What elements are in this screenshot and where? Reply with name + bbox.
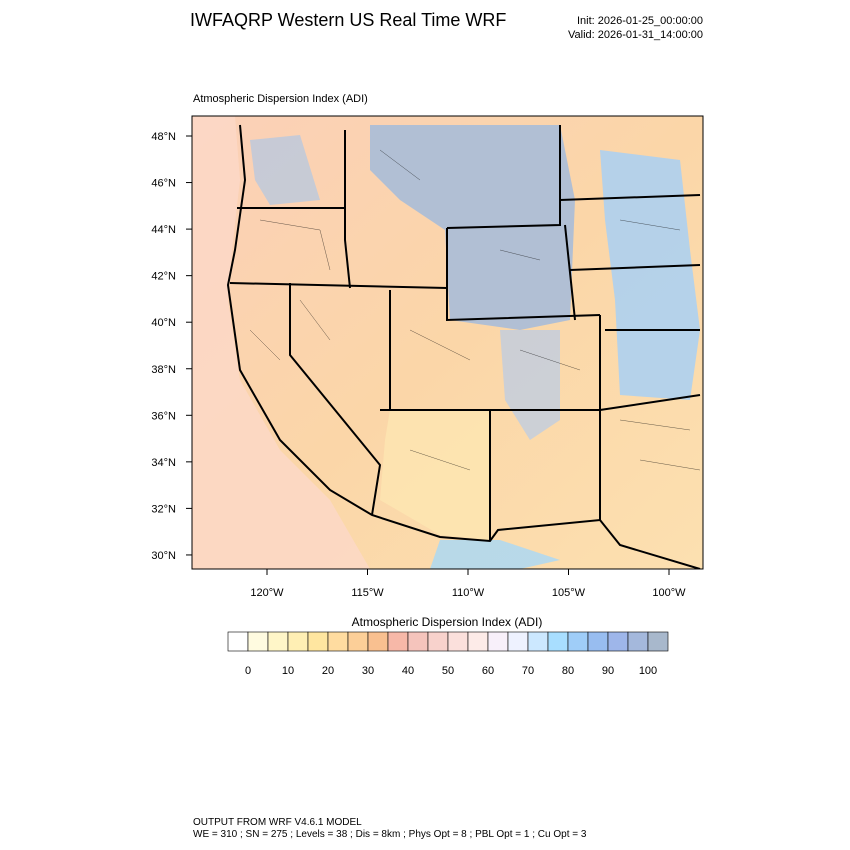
- colorbar-swatch: [327, 631, 349, 652]
- colorbar-swatch: [507, 631, 529, 652]
- colorbar-swatch: [307, 631, 329, 652]
- colorbar-swatch: [267, 631, 289, 652]
- colorbar-swatch: [647, 631, 669, 652]
- blue-area: [430, 540, 560, 569]
- yellow-area: [380, 410, 490, 540]
- lat-label: 30°N: [151, 550, 176, 562]
- colorbar-tick-label: 90: [602, 665, 614, 677]
- blue-area: [600, 150, 700, 400]
- map-title: Atmospheric Dispersion Index (ADI): [193, 93, 368, 105]
- map-frame: [191, 115, 704, 570]
- colorbar-tick-label: 10: [282, 665, 294, 677]
- colorbar-swatch: [587, 631, 609, 652]
- colorbar-swatch: [627, 631, 649, 652]
- valid-time: Valid: 2026-01-31_14:00:00: [568, 29, 703, 41]
- colorbar: 0 10 20 30 40 50 60 70 80 90 100: [227, 631, 669, 677]
- colorbar-swatch: [347, 631, 369, 652]
- lat-label: 32°N: [151, 503, 176, 515]
- lon-label: 105°W: [552, 587, 586, 599]
- colorbar-swatch: [607, 631, 629, 652]
- colorbar-tick-label: 60: [482, 665, 494, 677]
- lon-label: 115°W: [351, 587, 384, 599]
- colorbar-swatch: [467, 631, 489, 652]
- colorbar-swatch: [447, 631, 469, 652]
- ocean: [192, 116, 370, 569]
- colorbar-tick-label: 40: [402, 665, 414, 677]
- state-borders: [226, 124, 701, 569]
- colorbar-tick-label: 100: [639, 665, 657, 677]
- lon-label: 120°W: [250, 587, 284, 599]
- lon-label: 110°W: [452, 587, 485, 599]
- colorbar-swatch: [367, 631, 389, 652]
- colorbar-tick-label: 70: [522, 665, 534, 677]
- blue-area: [250, 135, 320, 205]
- lon-label: 100°W: [652, 587, 686, 599]
- lat-label: 46°N: [151, 178, 176, 190]
- colorbar-swatch: [487, 631, 509, 652]
- lat-label: 48°N: [151, 131, 176, 143]
- map-axes: 48°N 46°N 44°N 42°N 40°N 38°N 36°N 34°N 32°N 30°N…: [151, 131, 686, 599]
- colorbar-tick-label: 0: [245, 665, 251, 677]
- map-field: [192, 116, 703, 569]
- lat-label: 42°N: [151, 271, 176, 283]
- colorbar-title: Atmospheric Dispersion Index (ADI): [352, 615, 543, 629]
- colorbar-swatch: [387, 631, 409, 652]
- lat-label: 44°N: [151, 224, 176, 236]
- lat-label: 36°N: [151, 410, 176, 422]
- colorbar-swatch: [527, 631, 549, 652]
- colorbar-swatch: [547, 631, 569, 652]
- colorbar-swatch: [427, 631, 449, 652]
- blue-area: [500, 330, 560, 440]
- colorbar-tick-label: 50: [442, 665, 454, 677]
- colorbar-swatch: [407, 631, 429, 652]
- colorbar-swatch: [247, 631, 269, 652]
- title: IWFAQRP Western US Real Time WRF: [190, 10, 506, 30]
- colorbar-swatch: [227, 631, 249, 652]
- colorbar-tick-label: 20: [322, 665, 334, 677]
- footer-line: OUTPUT FROM WRF V4.6.1 MODEL: [193, 817, 362, 828]
- lat-label: 38°N: [151, 364, 176, 376]
- colorbar-tick-label: 30: [362, 665, 374, 677]
- footer-line: WE = 310 ; SN = 275 ; Levels = 38 ; Dis …: [193, 829, 587, 840]
- colorbar-tick-label: 80: [562, 665, 574, 677]
- init-time: Init: 2026-01-25_00:00:00: [577, 15, 703, 27]
- lat-label: 40°N: [151, 317, 176, 329]
- county-borders: [249, 149, 701, 471]
- lat-label: 34°N: [151, 457, 176, 469]
- colorbar-swatch: [567, 631, 589, 652]
- colorbar-swatch: [287, 631, 309, 652]
